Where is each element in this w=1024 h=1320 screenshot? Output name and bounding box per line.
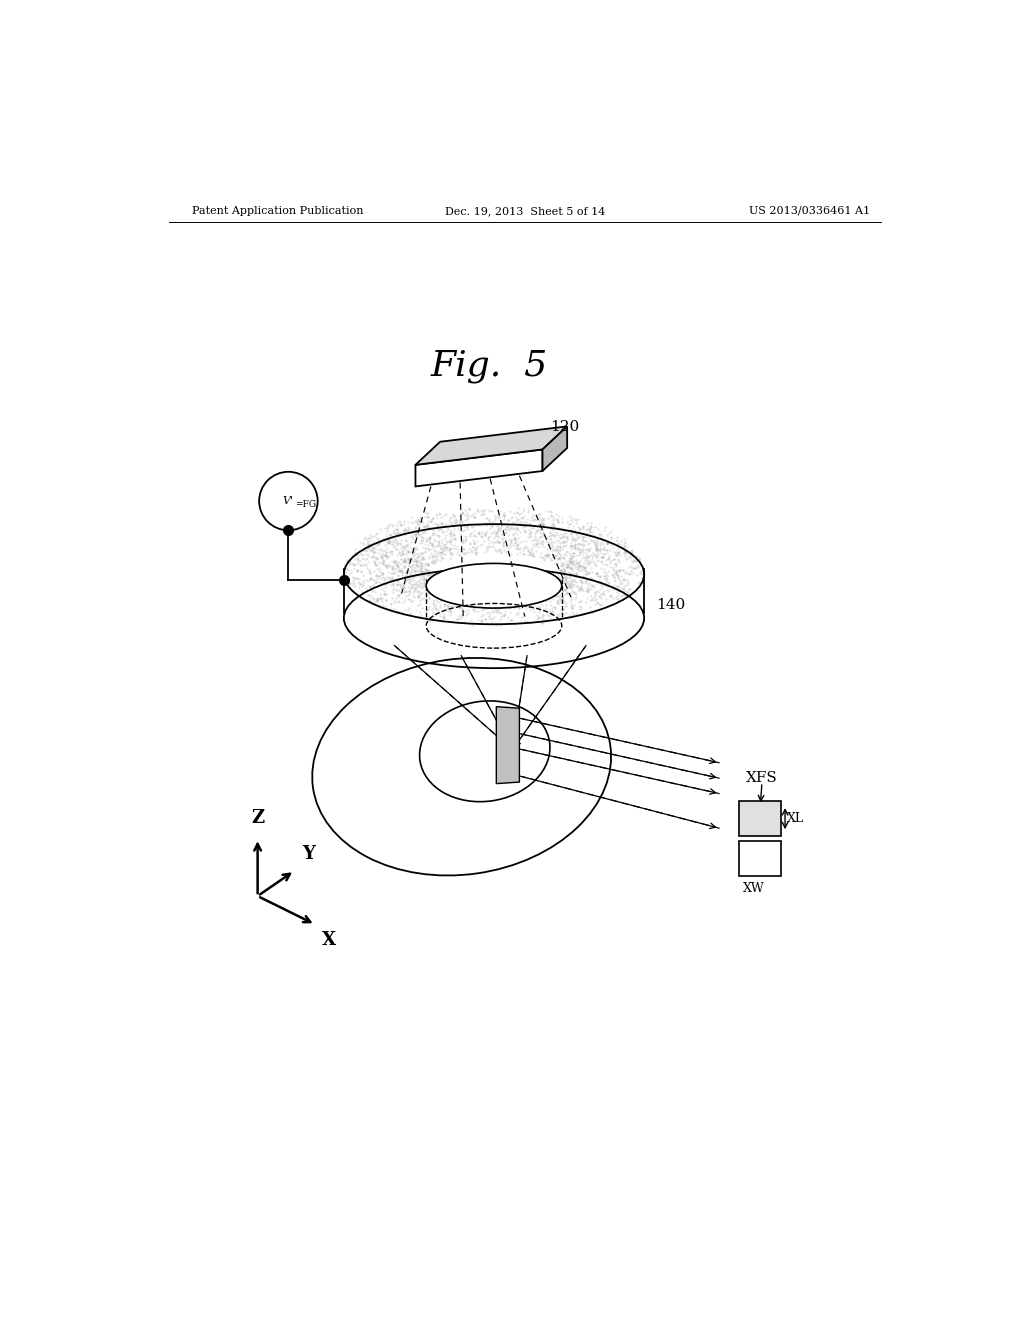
Text: Z: Z [251, 809, 264, 826]
Text: 120: 120 [550, 420, 580, 434]
Ellipse shape [312, 657, 611, 875]
Polygon shape [739, 841, 781, 876]
Text: V': V' [283, 496, 294, 506]
Polygon shape [739, 801, 781, 836]
Text: X: X [322, 931, 336, 949]
Polygon shape [497, 706, 519, 784]
Text: Fig.  5: Fig. 5 [431, 350, 548, 383]
Text: 140: 140 [655, 598, 685, 612]
Text: XL: XL [787, 812, 805, 825]
Text: XW: XW [742, 882, 765, 895]
Text: Dec. 19, 2013  Sheet 5 of 14: Dec. 19, 2013 Sheet 5 of 14 [444, 206, 605, 215]
Ellipse shape [426, 564, 562, 609]
Text: US 2013/0336461 A1: US 2013/0336461 A1 [749, 206, 869, 215]
Text: EBS: EBS [322, 766, 354, 780]
Text: Patent Application Publication: Patent Application Publication [193, 206, 364, 215]
Ellipse shape [420, 701, 550, 801]
Text: Y: Y [302, 845, 315, 863]
Polygon shape [543, 426, 567, 471]
Polygon shape [416, 449, 543, 487]
Text: XFS: XFS [746, 771, 778, 785]
Polygon shape [416, 426, 567, 465]
Circle shape [259, 471, 317, 531]
Text: =FG: =FG [295, 500, 315, 510]
Text: 160: 160 [325, 746, 354, 760]
